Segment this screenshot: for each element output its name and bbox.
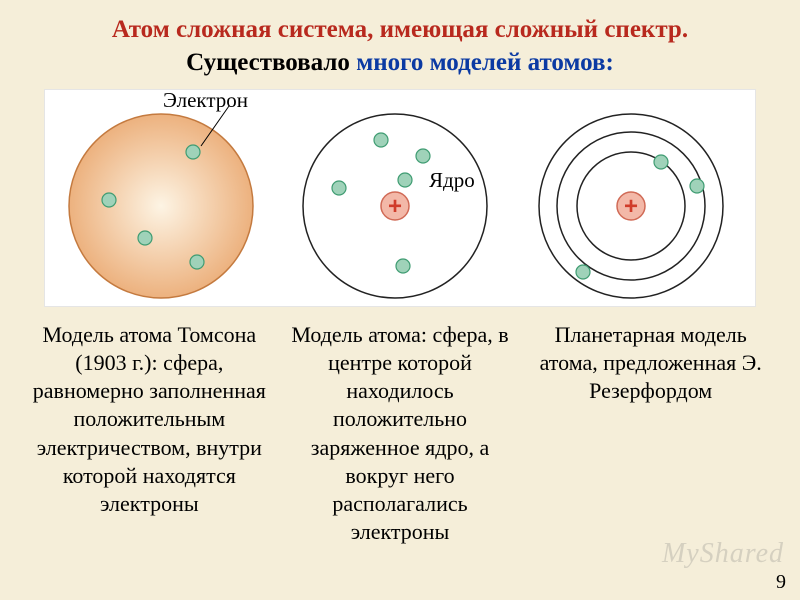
atoms-diagram: ++ xyxy=(45,90,757,308)
page-number: 9 xyxy=(776,571,786,594)
caption-nuclear: Модель атома: сфера, в центре которой на… xyxy=(281,321,520,546)
nucleus-label: Ядро xyxy=(429,168,475,193)
caption-thomson: Модель атома Томсона (1903 г.): сфера, р… xyxy=(30,321,269,546)
slide-title: Атом сложная система, имеющая сложный сп… xyxy=(0,0,800,85)
svg-text:+: + xyxy=(388,193,402,220)
title-models: много моделей атомов: xyxy=(356,49,614,76)
svg-text:+: + xyxy=(624,193,638,220)
diagram-panel: Электрон Ядро ++ xyxy=(44,89,756,307)
title-existed: Существовало xyxy=(186,49,350,76)
electron-label: Электрон xyxy=(163,88,248,113)
captions-row: Модель атома Томсона (1903 г.): сфера, р… xyxy=(0,307,800,546)
caption-planetary: Планетарная модель атома, предложенная Э… xyxy=(531,321,770,546)
title-line-2: Существовало много моделей атомов: xyxy=(20,47,780,80)
title-line-1: Атом сложная система, имеющая сложный сп… xyxy=(20,14,780,47)
